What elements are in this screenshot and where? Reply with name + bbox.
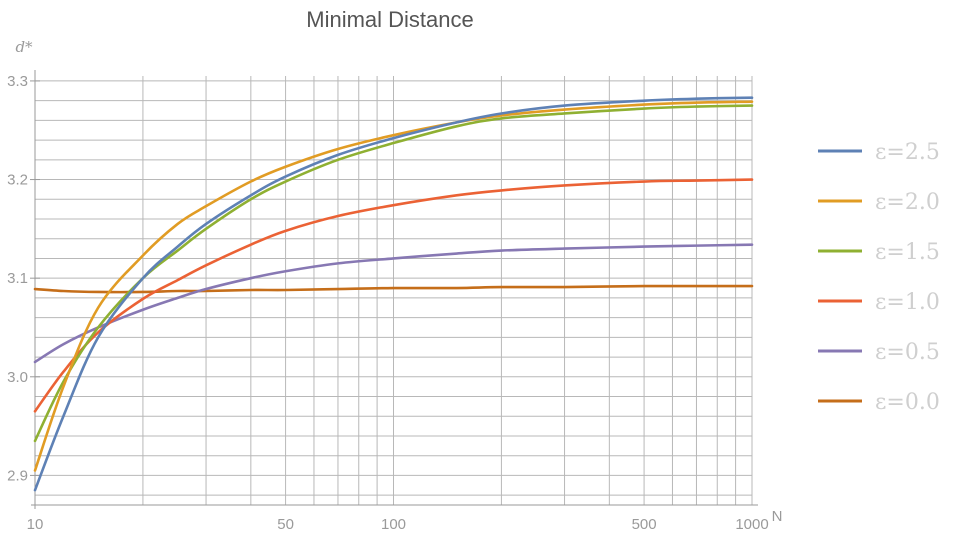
legend-label: ε=2.0	[875, 190, 940, 215]
chart-title: Minimal Distance	[306, 7, 474, 32]
series-line	[33, 96, 754, 492]
x-tick-label: 50	[277, 516, 294, 533]
series-line	[33, 243, 754, 364]
axes: 2.9 3.0 3.1 3.2 3.3 10 50 100 500 1000 d* N	[7, 38, 782, 533]
legend-label: ε=0.5	[875, 340, 940, 365]
legend-label: ε=0.0	[875, 390, 940, 415]
series-line	[33, 100, 754, 472]
x-axis-label: N	[772, 508, 783, 525]
y-axis-label: d*	[15, 38, 33, 56]
series-line	[33, 104, 754, 443]
legend-label: ε=1.5	[875, 240, 940, 265]
grid	[34, 76, 753, 505]
y-tick-label: 2.9	[7, 467, 28, 484]
x-tick-label: 100	[381, 516, 406, 533]
legend-label: ε=2.5	[875, 140, 940, 165]
series-lines	[33, 96, 754, 492]
y-tick-label: 3.2	[7, 172, 28, 189]
y-tick-label: 3.1	[7, 270, 28, 287]
x-tick-label: 500	[632, 516, 657, 533]
series-line	[33, 284, 754, 294]
y-tick-label: 3.0	[7, 369, 28, 386]
legend: ε=2.5 ε=2.0 ε=1.5 ε=1.0 ε=0.5 ε=0.0	[818, 140, 940, 415]
legend-label: ε=1.0	[875, 290, 940, 315]
x-tick-label: 1000	[735, 516, 768, 533]
y-tick-label: 3.3	[7, 73, 28, 90]
series-line	[33, 178, 754, 413]
x-tick-label: 10	[27, 516, 44, 533]
